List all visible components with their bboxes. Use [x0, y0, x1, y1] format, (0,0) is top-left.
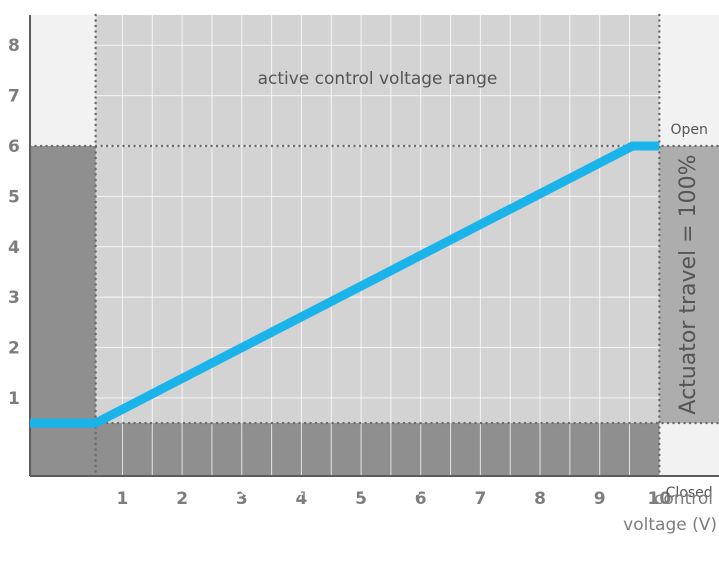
chart-zones: [30, 15, 719, 476]
x-tick-label: 4: [296, 489, 308, 509]
closed-label: Closed: [666, 485, 713, 501]
active-range-label: active control voltage range: [258, 69, 498, 89]
over-travel-zone: [30, 423, 660, 476]
y-tick-label: 1: [8, 389, 20, 409]
x-axis-label-line-2: voltage (V): [623, 515, 717, 535]
x-tick-label: 9: [594, 489, 606, 509]
x-tick-label: 2: [176, 489, 188, 509]
y-tick-label: 8: [8, 36, 20, 56]
chart-annotations: active control voltage range Over-travel …: [240, 69, 717, 535]
zone-boundary-lines: [28, 13, 719, 478]
actuator-travel-zone: [659, 145, 719, 424]
chart-axes: [29, 15, 719, 477]
x-tick-label: 6: [415, 489, 427, 509]
x-tick-labels: 1 2 3 4 5 6 7 8 9 10: [117, 489, 672, 509]
actuator-travel-label: Actuator travel = 100%: [676, 155, 701, 415]
y-tick-label: 5: [8, 187, 20, 207]
x-tick-label: 8: [534, 489, 546, 509]
series-line-1: [30, 141, 660, 428]
y-tick-label: 4: [8, 238, 20, 258]
x-axis-label-line-1: control: [654, 489, 713, 509]
x-tick-label: 5: [355, 489, 367, 509]
y-tick-label: 3: [8, 288, 20, 308]
x-tick-label: 3: [236, 489, 248, 509]
y-tick-label: 6: [8, 137, 20, 157]
x-tick-label: 10: [648, 489, 672, 509]
y-tick-label: 7: [8, 87, 20, 107]
chart-grid: [95, 15, 660, 476]
series-lines: [30, 141, 660, 428]
x-tick-label: 7: [474, 489, 486, 509]
y-tick-labels: 1 2 3 4 5 6 7 8: [8, 36, 20, 409]
y-tick-label: 2: [8, 339, 20, 359]
open-label: Open: [670, 122, 707, 138]
over-travel-label: Over-travel range: [240, 479, 421, 500]
active-range-zone: [95, 15, 660, 476]
x-tick-label: 1: [117, 489, 129, 509]
